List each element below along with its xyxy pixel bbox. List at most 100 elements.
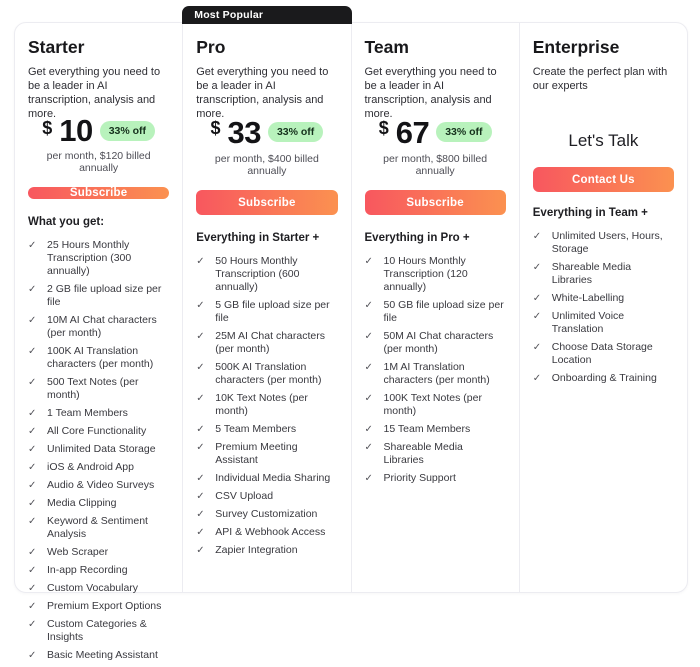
check-icon: ✓ — [532, 373, 542, 384]
feature-item: ✓ White-Labelling — [533, 292, 674, 305]
check-icon: ✓ — [28, 650, 37, 661]
billing-note: per month, $800 billed annually — [383, 153, 488, 177]
plan-title: Pro — [196, 37, 226, 57]
discount-badge: 33% off — [436, 122, 492, 142]
discount-badge: 33% off — [99, 120, 156, 141]
check-icon: ✓ — [28, 240, 37, 251]
feature-text: 100K AI Translation characters (per mont… — [47, 345, 154, 370]
feature-item: ✓ Premium Meeting Assistant — [196, 441, 337, 467]
check-icon: ✓ — [196, 509, 205, 520]
feature-text: Web Scraper — [47, 546, 109, 558]
check-icon: ✓ — [28, 498, 37, 509]
check-icon: ✓ — [364, 331, 373, 342]
check-icon: ✓ — [196, 331, 205, 342]
features-list: ✓ Unlimited Users, Hours, Storage ✓ Shareab… — [533, 230, 674, 390]
subscribe-button[interactable]: Subscribe — [196, 190, 338, 215]
feature-item: ✓ Unlimited Voice Translation — [533, 310, 674, 336]
feature-item: ✓ 25 Hours Monthly Transcription (300 ann… — [28, 239, 169, 278]
feature-item: ✓ 100K Text Notes (per month) — [365, 392, 506, 418]
price-amount: 67 — [395, 114, 430, 150]
feature-text: 10K Text Notes (per month) — [215, 392, 308, 417]
check-icon: ✓ — [364, 442, 373, 453]
check-icon: ✓ — [196, 473, 205, 484]
pricing-table: Starter Get everything you need to be a … — [14, 6, 688, 661]
check-icon: ✓ — [196, 442, 205, 453]
subscribe-button[interactable]: Subscribe — [364, 190, 506, 215]
check-icon: ✓ — [364, 393, 373, 404]
check-icon: ✓ — [196, 393, 205, 404]
billing-note: per month, $120 billed annually — [46, 150, 151, 174]
subscribe-button[interactable]: Subscribe — [28, 187, 170, 199]
check-icon: ✓ — [364, 256, 373, 267]
feature-item: ✓ Zapier Integration — [196, 544, 337, 557]
contact-us-button[interactable]: Contact Us — [532, 167, 674, 192]
plan-description: Get everything you need to be a leader i… — [196, 66, 329, 120]
features-title: What you get: — [28, 216, 105, 228]
feature-text: Choose Data Storage Location — [551, 341, 653, 366]
check-icon: ✓ — [28, 516, 37, 527]
feature-item: ✓ API & Webhook Access — [196, 526, 337, 539]
feature-item: ✓ Survey Customization — [196, 508, 337, 521]
feature-text: Unlimited Users, Hours, Storage — [551, 230, 663, 255]
feature-text: Audio & Video Surveys — [47, 479, 155, 491]
feature-item: ✓ Audio & Video Surveys — [28, 479, 169, 492]
check-icon: ✓ — [28, 619, 37, 630]
feature-item: ✓ Keyword & Sentiment Analysis — [28, 515, 169, 541]
feature-item: ✓ iOS & Android App — [28, 461, 169, 474]
feature-item: ✓ In-app Recording — [28, 564, 169, 577]
feature-text: Media Clipping — [47, 497, 117, 509]
check-icon: ✓ — [196, 491, 205, 502]
feature-text: 50 Hours Monthly Transcription (600 annu… — [215, 255, 300, 293]
check-icon: ✓ — [28, 480, 37, 491]
plan-title: Team — [364, 37, 409, 57]
check-icon: ✓ — [28, 583, 37, 594]
feature-item: ✓ 15 Team Members — [365, 423, 506, 436]
feature-text: 10 Hours Monthly Transcription (120 annu… — [383, 255, 468, 293]
feature-text: CSV Upload — [215, 490, 274, 502]
custom-price-label: Let's Talk — [568, 131, 639, 150]
feature-item: ✓ 100K AI Translation characters (per mon… — [28, 345, 169, 371]
feature-text: 50 GB file upload size per file — [383, 299, 504, 324]
features-list: ✓ 10 Hours Monthly Transcription (120 ann… — [365, 255, 506, 490]
price-row: $ 67 33% off — [365, 115, 506, 149]
feature-item: ✓ 2 GB file upload size per file — [28, 283, 169, 309]
feature-item: ✓ Web Scraper — [28, 546, 169, 559]
feature-item: ✓ 10 Hours Monthly Transcription (120 ann… — [365, 255, 506, 294]
check-icon: ✓ — [28, 565, 37, 576]
features-title: Everything in Team + — [532, 207, 648, 219]
feature-text: Survey Customization — [215, 508, 318, 520]
feature-text: Unlimited Voice Translation — [551, 310, 625, 335]
feature-item: ✓ Custom Vocabulary — [28, 582, 169, 595]
check-icon: ✓ — [196, 300, 205, 311]
feature-item: ✓ 500K AI Translation characters (per mon… — [196, 361, 337, 387]
feature-text: 500 Text Notes (per month) — [47, 376, 139, 401]
check-icon: ✓ — [532, 231, 542, 242]
feature-text: Basic Meeting Assistant — [47, 649, 158, 661]
plan-description: Get everything you need to be a leader i… — [28, 66, 161, 120]
feature-text: 25M AI Chat characters (per month) — [215, 330, 325, 355]
check-icon: ✓ — [196, 256, 205, 267]
check-icon: ✓ — [28, 426, 37, 437]
feature-item: ✓ 5 GB file upload size per file — [196, 299, 337, 325]
feature-item: ✓ 10K Text Notes (per month) — [196, 392, 337, 418]
price-row: $ 10 33% off — [28, 115, 169, 146]
price-amount: 10 — [59, 113, 93, 148]
feature-item: ✓ CSV Upload — [196, 490, 337, 503]
plan-description: Create the perfect plan with our experts — [532, 66, 668, 92]
feature-text: 1M AI Translation characters (per month) — [383, 361, 490, 386]
check-icon: ✓ — [28, 444, 37, 455]
check-icon: ✓ — [28, 346, 37, 357]
most-popular-badge: Most Popular — [182, 6, 352, 24]
feature-text: Unlimited Data Storage — [47, 443, 156, 455]
feature-text: API & Webhook Access — [215, 526, 326, 538]
feature-item: ✓ 50 GB file upload size per file — [365, 299, 506, 325]
feature-item: ✓ Priority Support — [365, 472, 506, 485]
plan-card-starter: Starter Get everything you need to be a … — [15, 23, 184, 661]
feature-text: 2 GB file upload size per file — [47, 283, 162, 308]
price-currency: $ — [378, 118, 389, 138]
feature-text: Onboarding & Training — [551, 372, 657, 384]
check-icon: ✓ — [364, 300, 373, 311]
billing-note: per month, $400 billed annually — [214, 153, 319, 177]
feature-item: ✓ 1 Team Members — [28, 407, 169, 420]
feature-text: Priority Support — [383, 472, 456, 484]
